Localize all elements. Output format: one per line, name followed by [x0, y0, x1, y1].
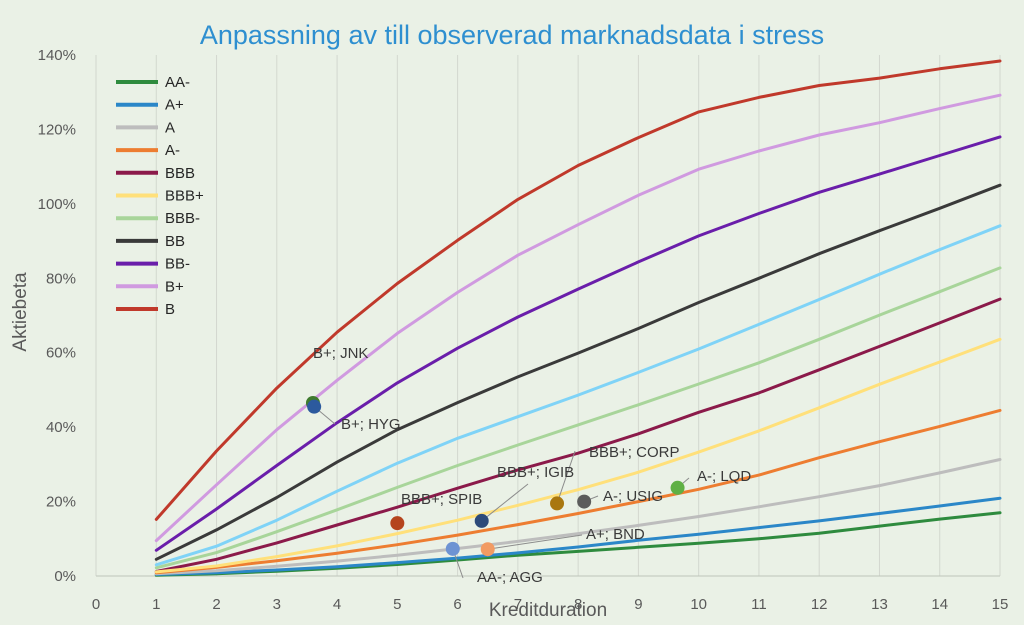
axes: 0 1 2 3 4 5 6 7 8 9 10 11 12 13 14 150%20%40%60%80%100%… — [38, 47, 1009, 613]
legend-label-bb-minus: BB- — [165, 256, 190, 273]
x-tick-label: 1 — [152, 596, 160, 613]
y-tick-label: 120% — [38, 121, 76, 138]
series-line-a — [154, 458, 1002, 576]
legend-label-bbb: BBB — [165, 165, 195, 182]
x-axis-title: Kreditduration — [489, 600, 607, 621]
y-tick-label: 40% — [46, 419, 76, 436]
label-bbb-spib: BBB+; SPIB — [401, 491, 482, 508]
x-tick-label: 0 — [92, 596, 100, 613]
legend-label-bbb-plus: BBB+ — [165, 188, 204, 205]
series-line-bbb — [154, 297, 1002, 573]
chart-title: Anpassning av till observerad marknadsda… — [200, 20, 824, 50]
x-tick-label: 13 — [871, 596, 888, 613]
x-tick-label: 14 — [931, 596, 948, 613]
x-tick-label: 7 — [514, 596, 522, 613]
series-line-bbb-plus — [154, 337, 1002, 574]
point-a-usig — [577, 494, 592, 509]
label-a-bnd: A+; BND — [586, 526, 645, 543]
x-tick-label: 2 — [212, 596, 220, 613]
x-tick-label: 15 — [992, 596, 1009, 613]
series-line-b-plus — [154, 93, 1002, 543]
point-bbb-igib — [474, 513, 489, 528]
series-line-bb — [154, 183, 1002, 561]
point-labels: B+; JNK B+; HYG BBB+; SPIB BBB+; IGIB BBB+; … — [313, 345, 751, 586]
leader-bbb-corp — [556, 450, 576, 504]
label-bbb-corp: BBB+; CORP — [589, 444, 679, 461]
series-line-a-plus — [154, 496, 1002, 576]
series-line-unlabeled — [154, 224, 1002, 567]
legend-label-bb: BB — [165, 233, 185, 250]
x-tick-label: 11 — [751, 596, 767, 613]
y-axis-title: Aktiebeta — [10, 272, 31, 352]
x-tick-label: 12 — [811, 596, 828, 613]
legend-label-a: A — [165, 119, 175, 136]
x-tick-label: 10 — [690, 596, 707, 613]
label-bbb-igib: BBB+; IGIB — [497, 464, 574, 481]
point-a-bnd — [480, 542, 495, 557]
point-b-hyg — [307, 399, 322, 414]
legend-label-a-minus: A- — [165, 142, 180, 159]
label-b-jnk: B+; JNK — [313, 345, 368, 362]
y-tick-label: 140% — [38, 47, 76, 64]
series-line-bb-minusminus — [154, 135, 1002, 552]
point-bbb-corp — [550, 496, 565, 511]
series-line-b — [154, 59, 1002, 521]
y-tick-label: 0% — [54, 568, 76, 585]
x-tick-label: 5 — [393, 596, 401, 613]
legend-label-bbb-minus: BBB- — [165, 210, 200, 227]
label-a-lqd: A-; LQD — [697, 468, 751, 485]
leader-bbb-igib — [481, 483, 529, 522]
label-aa-agg: AA-; AGG — [477, 569, 543, 586]
series-lines — [154, 59, 1002, 577]
point-a-lqd — [670, 480, 685, 495]
x-tick-label: 9 — [634, 596, 642, 613]
series-line-a-minusminus — [154, 408, 1002, 575]
x-tick-label: 8 — [574, 596, 582, 613]
data-points — [305, 395, 685, 557]
y-tick-label: 100% — [38, 196, 76, 213]
x-tick-label: 4 — [333, 596, 341, 613]
legend-label-b-plus: B+ — [165, 278, 184, 295]
leader-a-bnd — [487, 534, 583, 550]
x-tick-label: 6 — [453, 596, 461, 613]
label-b-hyg: B+; HYG — [341, 416, 401, 433]
point-aa-agg — [445, 541, 460, 556]
x-tick-label: 3 — [273, 596, 281, 613]
y-tick-label: 20% — [46, 494, 76, 511]
y-tick-label: 80% — [46, 270, 76, 287]
legend-label-aa-minus: AA- — [165, 74, 190, 91]
y-tick-label: 60% — [46, 345, 76, 362]
legend-label-a-plus: A+ — [165, 97, 184, 114]
series-line-bbb-minusminus — [154, 266, 1002, 570]
label-a-usig: A-; USIG — [603, 488, 663, 505]
legend-label-b: B — [165, 301, 175, 318]
point-bbb-spib — [390, 516, 405, 531]
